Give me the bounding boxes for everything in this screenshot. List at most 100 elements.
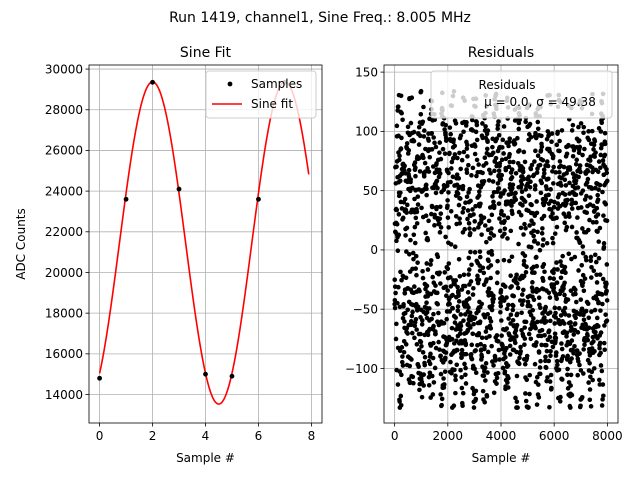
residual-point: [408, 177, 414, 182]
residual-point: [414, 327, 419, 332]
residual-point: [435, 254, 441, 260]
residual-point: [580, 226, 585, 231]
residual-point: [415, 194, 421, 199]
residual-point: [506, 302, 511, 308]
residual-point: [557, 170, 562, 175]
residual-point: [524, 353, 530, 359]
residual-point: [529, 244, 534, 250]
residual-point: [541, 213, 547, 219]
residual-point: [536, 395, 542, 400]
residual-point: [523, 269, 529, 275]
residual-point: [602, 130, 608, 136]
residual-point: [547, 275, 553, 281]
residual-point: [459, 340, 465, 346]
residual-point: [549, 385, 554, 391]
residual-point: [416, 364, 421, 369]
residuals-xtick-label: 2000: [433, 429, 464, 443]
residual-point: [419, 322, 425, 327]
residual-point: [562, 220, 568, 226]
residual-point: [445, 288, 451, 293]
residual-point: [437, 204, 443, 210]
residual-point: [475, 273, 480, 279]
residual-point: [597, 340, 603, 346]
residual-point: [408, 319, 414, 324]
residuals-xtick-label: 6000: [539, 429, 570, 443]
residual-point: [571, 147, 577, 153]
residual-point: [494, 136, 500, 142]
residual-point: [421, 104, 426, 110]
residual-point: [422, 160, 428, 166]
residual-point: [544, 186, 550, 192]
residual-point: [604, 218, 610, 224]
residual-point: [493, 155, 499, 161]
residual-point: [532, 159, 537, 164]
sine-fit-ytick-label: 24000: [45, 184, 83, 198]
residual-point: [570, 122, 576, 128]
residual-point: [549, 131, 555, 136]
residual-point: [477, 268, 483, 273]
residual-point: [498, 176, 504, 182]
residual-point: [482, 155, 488, 160]
residual-point: [404, 210, 409, 215]
residual-point: [497, 216, 502, 221]
residual-point: [532, 238, 537, 244]
residual-point: [542, 315, 547, 320]
residual-point: [492, 203, 497, 209]
residual-point: [531, 297, 537, 303]
residual-point: [441, 320, 447, 326]
residual-point: [451, 137, 456, 143]
residual-point: [461, 272, 467, 278]
residual-point: [599, 368, 605, 374]
residual-point: [437, 150, 442, 155]
residual-point: [451, 155, 456, 161]
residual-point: [571, 332, 577, 337]
residual-point: [412, 196, 417, 202]
residual-point: [529, 202, 534, 208]
residual-point: [461, 318, 466, 323]
residual-point: [571, 144, 576, 149]
residual-point: [564, 357, 570, 362]
residual-point: [543, 304, 548, 310]
residual-point: [417, 133, 423, 139]
residual-point: [488, 326, 494, 331]
residual-point: [469, 117, 475, 123]
residual-point: [546, 176, 551, 182]
residual-point: [395, 248, 401, 254]
residual-point: [524, 264, 529, 269]
residual-point: [589, 264, 594, 270]
residual-point: [498, 287, 504, 293]
residual-point: [394, 123, 400, 129]
residual-point: [506, 316, 511, 321]
residual-point: [514, 272, 519, 278]
sample-point: [97, 375, 102, 381]
residual-point: [539, 342, 544, 348]
residual-point: [406, 167, 412, 173]
residual-point: [506, 376, 511, 381]
residual-point: [446, 225, 451, 230]
residual-point: [560, 354, 566, 359]
residual-point: [573, 291, 578, 297]
residual-point: [497, 228, 503, 234]
residual-point: [594, 280, 600, 285]
residual-point: [600, 301, 605, 307]
residual-point: [578, 368, 584, 373]
residual-point: [589, 275, 594, 280]
sine-fit-legend: Samples Sine fit: [205, 70, 317, 119]
residual-point: [573, 287, 578, 293]
residual-point: [578, 169, 583, 175]
residual-point: [535, 119, 541, 125]
residual-point: [454, 347, 460, 353]
residual-point: [604, 288, 609, 294]
sine-fit-xtick-label: 8: [308, 429, 316, 443]
residual-point: [558, 313, 564, 318]
residual-point: [488, 319, 494, 324]
sine-fit-panel: Sine Fit 0 2 4 6 8 14000 16000 18000 20000 22000 2…: [14, 45, 323, 465]
residual-point: [480, 121, 485, 126]
residual-point: [526, 405, 531, 410]
residual-point: [523, 226, 528, 231]
residual-point: [443, 350, 449, 355]
residual-point: [465, 154, 470, 159]
residual-point: [595, 212, 601, 217]
residual-point: [483, 161, 489, 166]
residual-point: [439, 402, 444, 408]
